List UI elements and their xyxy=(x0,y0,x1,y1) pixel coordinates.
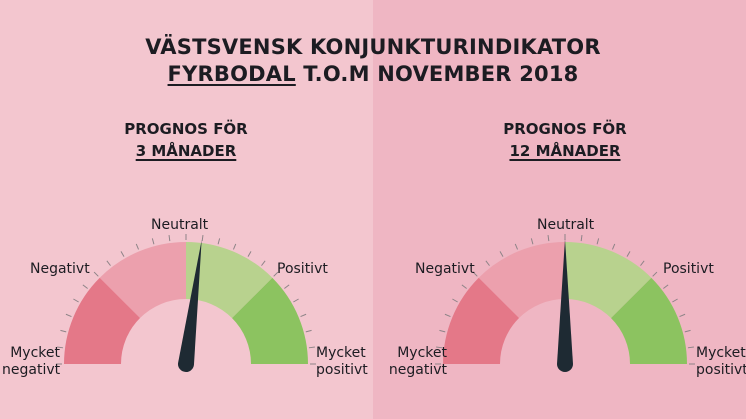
forecast-3m-gauge-dial xyxy=(56,234,316,372)
gauge-tick xyxy=(626,251,631,257)
gauge-ticks xyxy=(56,234,316,365)
forecast-3m-heading: PROGNOS FÖR 3 MÅNADER xyxy=(56,118,316,162)
gauge-tick xyxy=(640,260,645,266)
gauge-tick xyxy=(284,284,290,289)
gauge-tick xyxy=(596,238,600,245)
segment-very-positive xyxy=(231,277,308,364)
gauge-tick xyxy=(305,329,312,333)
gauge-tick xyxy=(547,235,550,242)
gauge-tick xyxy=(57,346,64,349)
label-neutral: Neutralt xyxy=(151,217,209,233)
gauge-tick xyxy=(300,313,307,318)
label-very-positive: Mycket positivt xyxy=(316,345,368,378)
segment-very-positive xyxy=(610,277,687,364)
forecast-3m-period: 3 MÅNADER xyxy=(135,142,237,160)
gauge-tick xyxy=(499,251,504,257)
gauge-tick xyxy=(461,284,467,289)
label-negative: Negativt xyxy=(30,261,90,277)
gauge-tick xyxy=(120,251,125,257)
gauge-tick xyxy=(472,271,478,277)
gauge-tick xyxy=(663,284,669,289)
gauge-tick xyxy=(293,298,299,303)
segment-very-negative xyxy=(64,277,141,364)
gauge-tick xyxy=(580,235,583,242)
gauge-needle xyxy=(557,239,573,372)
gauge-tick xyxy=(201,235,204,242)
title-period: T.O.M NOVEMBER 2018 xyxy=(295,62,579,86)
gauge-tick xyxy=(439,329,446,333)
gauge-tick xyxy=(444,313,451,318)
title-line-1: VÄSTSVENSK KONJUNKTURINDIKATOR xyxy=(145,35,601,59)
gauge-tick xyxy=(687,346,694,349)
gauge-tick xyxy=(106,260,111,266)
gauge-tick xyxy=(611,243,616,250)
forecast-12m-period: 12 MÅNADER xyxy=(509,142,621,160)
title-line-2: FYRBODAL T.O.M NOVEMBER 2018 xyxy=(0,61,746,88)
segment-positive xyxy=(186,242,273,319)
gauge-tick xyxy=(73,298,79,303)
forecast-12m-heading: PROGNOS FÖR 12 MÅNADER xyxy=(435,118,695,162)
gauge-ticks xyxy=(435,234,695,365)
gauge-tick xyxy=(82,284,88,289)
forecast-12m-heading-line1: PROGNOS FÖR xyxy=(503,120,627,138)
segment-very-negative xyxy=(443,277,520,364)
gauge-tick xyxy=(684,329,691,333)
gauge-tick xyxy=(485,260,490,266)
gauge-tick xyxy=(261,260,266,266)
gauge-tick xyxy=(679,313,686,318)
gauge-tick xyxy=(530,238,534,245)
title-region: FYRBODAL xyxy=(167,62,296,86)
label-positive: Positivt xyxy=(663,261,714,277)
gauge-tick xyxy=(168,235,171,242)
label-very-positive: Mycket positivt xyxy=(696,345,746,378)
gauge-tick xyxy=(514,243,519,250)
gauge-tick xyxy=(436,346,443,349)
label-positive: Positivt xyxy=(277,261,328,277)
page-title: VÄSTSVENSK KONJUNKTURINDIKATOR FYRBODAL … xyxy=(0,34,746,88)
segment-positive xyxy=(565,242,652,319)
forecast-12m-gauge-dial xyxy=(435,234,695,372)
gauge-tick xyxy=(232,243,237,250)
gauge-tick xyxy=(151,238,155,245)
segment-negative xyxy=(99,242,186,319)
gauge-needle xyxy=(178,239,202,372)
forecast-12m-gauge: Neutralt Negativt Positivt Mycket negati… xyxy=(373,200,746,419)
label-neutral: Neutralt xyxy=(537,217,595,233)
label-very-negative: Mycket negativt xyxy=(388,345,447,378)
gauge-tick xyxy=(93,271,99,277)
label-very-negative: Mycket negativt xyxy=(2,345,61,378)
gauge-tick xyxy=(273,271,279,277)
segment-negative xyxy=(478,242,565,319)
gauge-tick xyxy=(247,251,252,257)
forecast-3m-heading-line1: PROGNOS FÖR xyxy=(124,120,248,138)
gauge-tick xyxy=(60,329,67,333)
gauge-tick xyxy=(308,346,315,349)
gauge-tick xyxy=(135,243,140,250)
gauge-tick xyxy=(672,298,678,303)
gauge-tick xyxy=(217,238,221,245)
forecast-3m-gauge: Neutralt Negativt Positivt Mycket negati… xyxy=(0,200,373,419)
gauge-tick xyxy=(452,298,458,303)
gauge-tick xyxy=(65,313,72,318)
label-negative: Negativt xyxy=(415,261,475,277)
gauge-tick xyxy=(652,271,658,277)
